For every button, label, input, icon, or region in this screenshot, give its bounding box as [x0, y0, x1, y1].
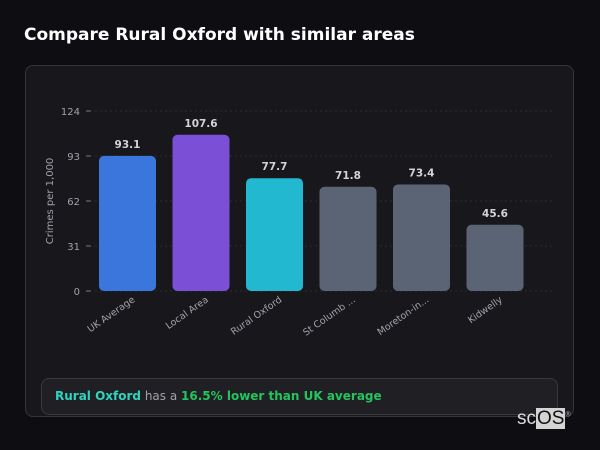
page-title: Compare Rural Oxford with similar areas	[24, 25, 415, 45]
data-label: 107.6	[184, 118, 217, 130]
summary-middle: has a	[141, 389, 182, 403]
data-label: 71.8	[335, 170, 361, 182]
y-tick-label: 31	[67, 242, 80, 253]
x-tick-label: UK Average	[86, 294, 138, 335]
bar	[319, 186, 377, 291]
y-tick-label: 62	[67, 197, 80, 208]
x-tick-label: St Columb ...	[301, 294, 357, 338]
summary-comparison: 16.5% lower than UK average	[181, 389, 382, 403]
x-tick-label: Kidwelly	[466, 294, 505, 326]
bar	[246, 178, 303, 291]
y-tick-label: 93	[67, 152, 80, 163]
data-label: 45.6	[482, 208, 508, 220]
data-label: 93.1	[115, 139, 141, 151]
watermark-logo: scOS®	[517, 408, 571, 429]
summary-area: Rural Oxford	[55, 389, 142, 403]
bar	[172, 134, 230, 291]
x-tick-label: Rural Oxford	[229, 294, 284, 337]
x-tick-label: Local Area	[164, 294, 211, 331]
data-label: 73.4	[409, 167, 435, 179]
x-tick-label: Moreton-in...	[376, 294, 432, 338]
bar	[393, 184, 450, 291]
bar	[466, 224, 524, 291]
y-tick-label: 124	[61, 107, 80, 118]
data-label: 77.7	[262, 161, 288, 173]
y-tick-label: 0	[74, 287, 80, 298]
bar	[99, 155, 156, 291]
y-axis-label: Crimes per 1,000	[45, 158, 56, 245]
summary-box: Rural Oxford has a 16.5% lower than UK a…	[41, 378, 558, 415]
